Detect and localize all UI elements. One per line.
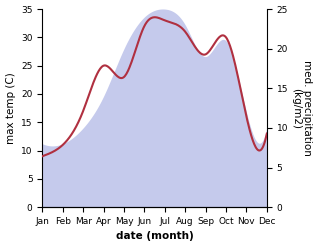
Y-axis label: med. precipitation
(kg/m2): med. precipitation (kg/m2) (291, 60, 313, 156)
Y-axis label: max temp (C): max temp (C) (5, 72, 16, 144)
X-axis label: date (month): date (month) (116, 231, 193, 242)
